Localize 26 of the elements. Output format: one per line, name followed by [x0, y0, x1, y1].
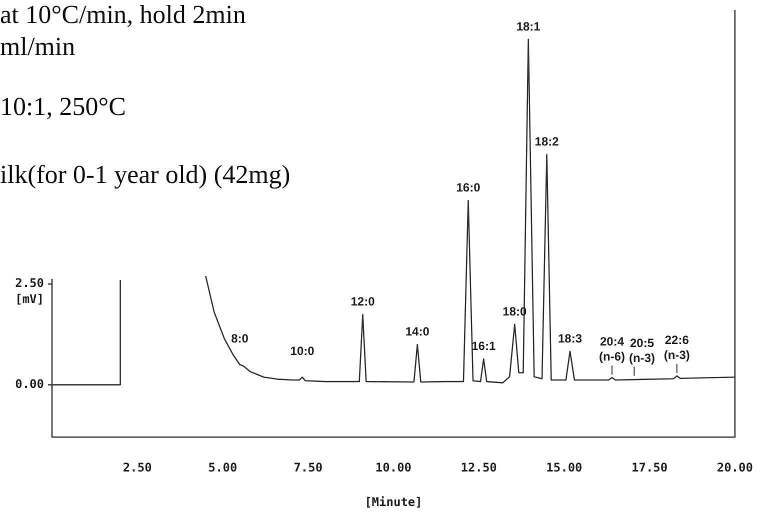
annotation: 18:1	[516, 19, 541, 34]
x-tick-label: 12.50	[460, 460, 497, 475]
x-tick-label: 15.00	[546, 460, 582, 475]
annotation: 20:4 (n-6)	[599, 334, 626, 364]
annotation: 10:0	[290, 344, 315, 358]
annotation: 18:3	[558, 331, 582, 346]
y-axis-title: [mV]	[15, 292, 44, 306]
annotation: 16:0	[456, 180, 481, 195]
annotation: 22:6 (n-3)	[664, 332, 690, 362]
annotation: 18:2	[534, 134, 560, 149]
x-axis-title: [Minute]	[364, 494, 422, 509]
annotation: ilk(for 0-1 year old) (42mg)	[0, 160, 290, 190]
x-tick-label: 10.00	[375, 460, 412, 475]
x-tick-label: 17.50	[632, 460, 668, 475]
x-tick-label: 20.00	[716, 460, 753, 475]
annotation: at 10°C/min, hold 2min	[0, 0, 246, 30]
annotation: 12:0	[350, 294, 376, 309]
annotation: 8:0	[231, 332, 249, 346]
x-tick-label: 5.00	[208, 460, 238, 475]
annotation: 14:0	[405, 324, 430, 339]
x-tick-label: 2.50	[122, 460, 152, 475]
x-tick-label: 7.50	[294, 460, 323, 475]
annotation: 10:1, 250°C	[0, 92, 126, 122]
annotation: ml/min	[0, 32, 76, 62]
y-tick-label: 0.00	[15, 376, 44, 391]
annotation: 20:5 (n-3)	[629, 336, 655, 365]
